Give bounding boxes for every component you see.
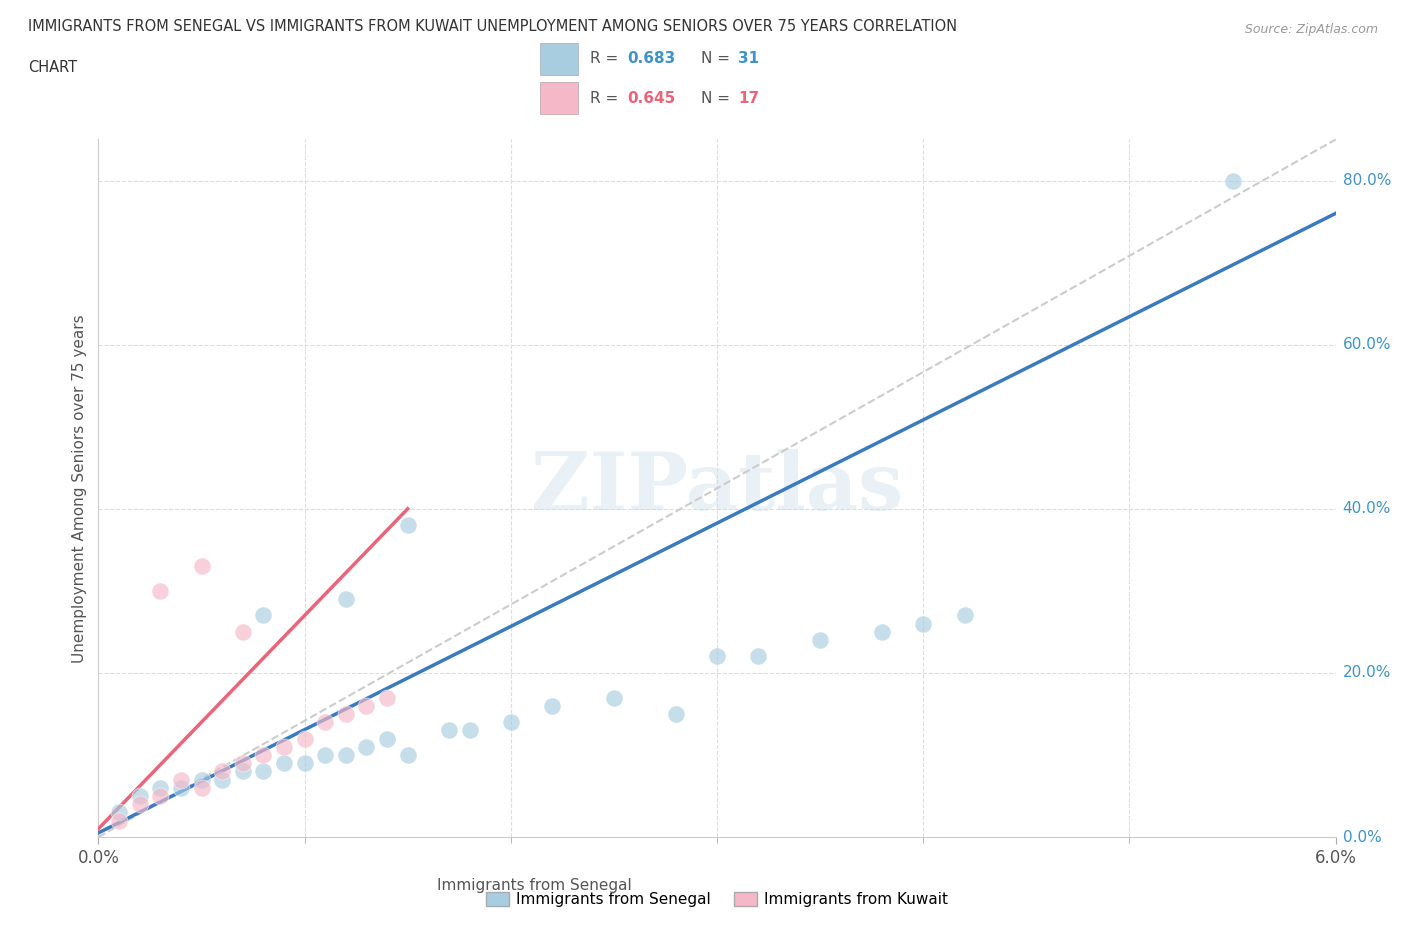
Point bbox=[314, 714, 336, 729]
Point bbox=[335, 748, 357, 763]
Text: Source: ZipAtlas.com: Source: ZipAtlas.com bbox=[1244, 23, 1378, 36]
Text: 0.0%: 0.0% bbox=[1343, 830, 1382, 844]
Point bbox=[603, 690, 626, 705]
Point bbox=[1222, 173, 1244, 188]
Point bbox=[294, 756, 316, 771]
Text: IMMIGRANTS FROM SENEGAL VS IMMIGRANTS FROM KUWAIT UNEMPLOYMENT AMONG SENIORS OVE: IMMIGRANTS FROM SENEGAL VS IMMIGRANTS FR… bbox=[28, 19, 957, 33]
Point bbox=[396, 748, 419, 763]
Bar bbox=[540, 83, 578, 114]
Point bbox=[437, 723, 460, 737]
Point bbox=[252, 748, 274, 763]
Point bbox=[232, 764, 254, 778]
Text: Immigrants from Senegal: Immigrants from Senegal bbox=[437, 878, 631, 893]
Bar bbox=[540, 43, 578, 75]
Legend: Immigrants from Senegal, Immigrants from Kuwait: Immigrants from Senegal, Immigrants from… bbox=[479, 885, 955, 913]
Point bbox=[912, 617, 935, 631]
Text: 80.0%: 80.0% bbox=[1343, 173, 1391, 188]
Point bbox=[211, 764, 233, 778]
Text: CHART: CHART bbox=[28, 60, 77, 75]
Point bbox=[335, 591, 357, 606]
Point bbox=[953, 608, 976, 623]
Point bbox=[128, 797, 150, 812]
Point bbox=[458, 723, 481, 737]
Text: 60.0%: 60.0% bbox=[1343, 338, 1391, 352]
Text: 31: 31 bbox=[738, 51, 759, 66]
Text: 17: 17 bbox=[738, 91, 759, 106]
Point bbox=[190, 780, 212, 795]
Text: R =: R = bbox=[591, 51, 623, 66]
Point bbox=[149, 583, 172, 598]
Point bbox=[356, 698, 378, 713]
Text: 20.0%: 20.0% bbox=[1343, 665, 1391, 681]
Point bbox=[294, 731, 316, 746]
Text: N =: N = bbox=[702, 91, 735, 106]
Y-axis label: Unemployment Among Seniors over 75 years: Unemployment Among Seniors over 75 years bbox=[72, 314, 87, 662]
Point bbox=[190, 559, 212, 574]
Point bbox=[252, 608, 274, 623]
Point bbox=[232, 624, 254, 639]
Text: ZIPatlas: ZIPatlas bbox=[531, 449, 903, 527]
Point bbox=[149, 780, 172, 795]
Point bbox=[232, 756, 254, 771]
Text: R =: R = bbox=[591, 91, 623, 106]
Point bbox=[499, 714, 522, 729]
Point bbox=[252, 764, 274, 778]
Text: 0.645: 0.645 bbox=[627, 91, 675, 106]
Point bbox=[870, 624, 893, 639]
Point bbox=[170, 780, 193, 795]
Text: 40.0%: 40.0% bbox=[1343, 501, 1391, 516]
Point bbox=[665, 707, 688, 722]
Point bbox=[356, 739, 378, 754]
Point bbox=[396, 518, 419, 533]
Point bbox=[273, 756, 295, 771]
Text: 0.683: 0.683 bbox=[627, 51, 675, 66]
Point bbox=[375, 731, 398, 746]
Point bbox=[375, 690, 398, 705]
Point bbox=[211, 772, 233, 787]
Point bbox=[128, 789, 150, 804]
Point bbox=[706, 649, 728, 664]
Point bbox=[273, 739, 295, 754]
Point bbox=[108, 813, 131, 828]
Point bbox=[190, 772, 212, 787]
Point bbox=[108, 805, 131, 820]
Point bbox=[541, 698, 564, 713]
Point bbox=[314, 748, 336, 763]
Point bbox=[335, 707, 357, 722]
Point bbox=[170, 772, 193, 787]
Text: N =: N = bbox=[702, 51, 735, 66]
Point bbox=[149, 789, 172, 804]
Point bbox=[747, 649, 769, 664]
Point bbox=[808, 632, 831, 647]
